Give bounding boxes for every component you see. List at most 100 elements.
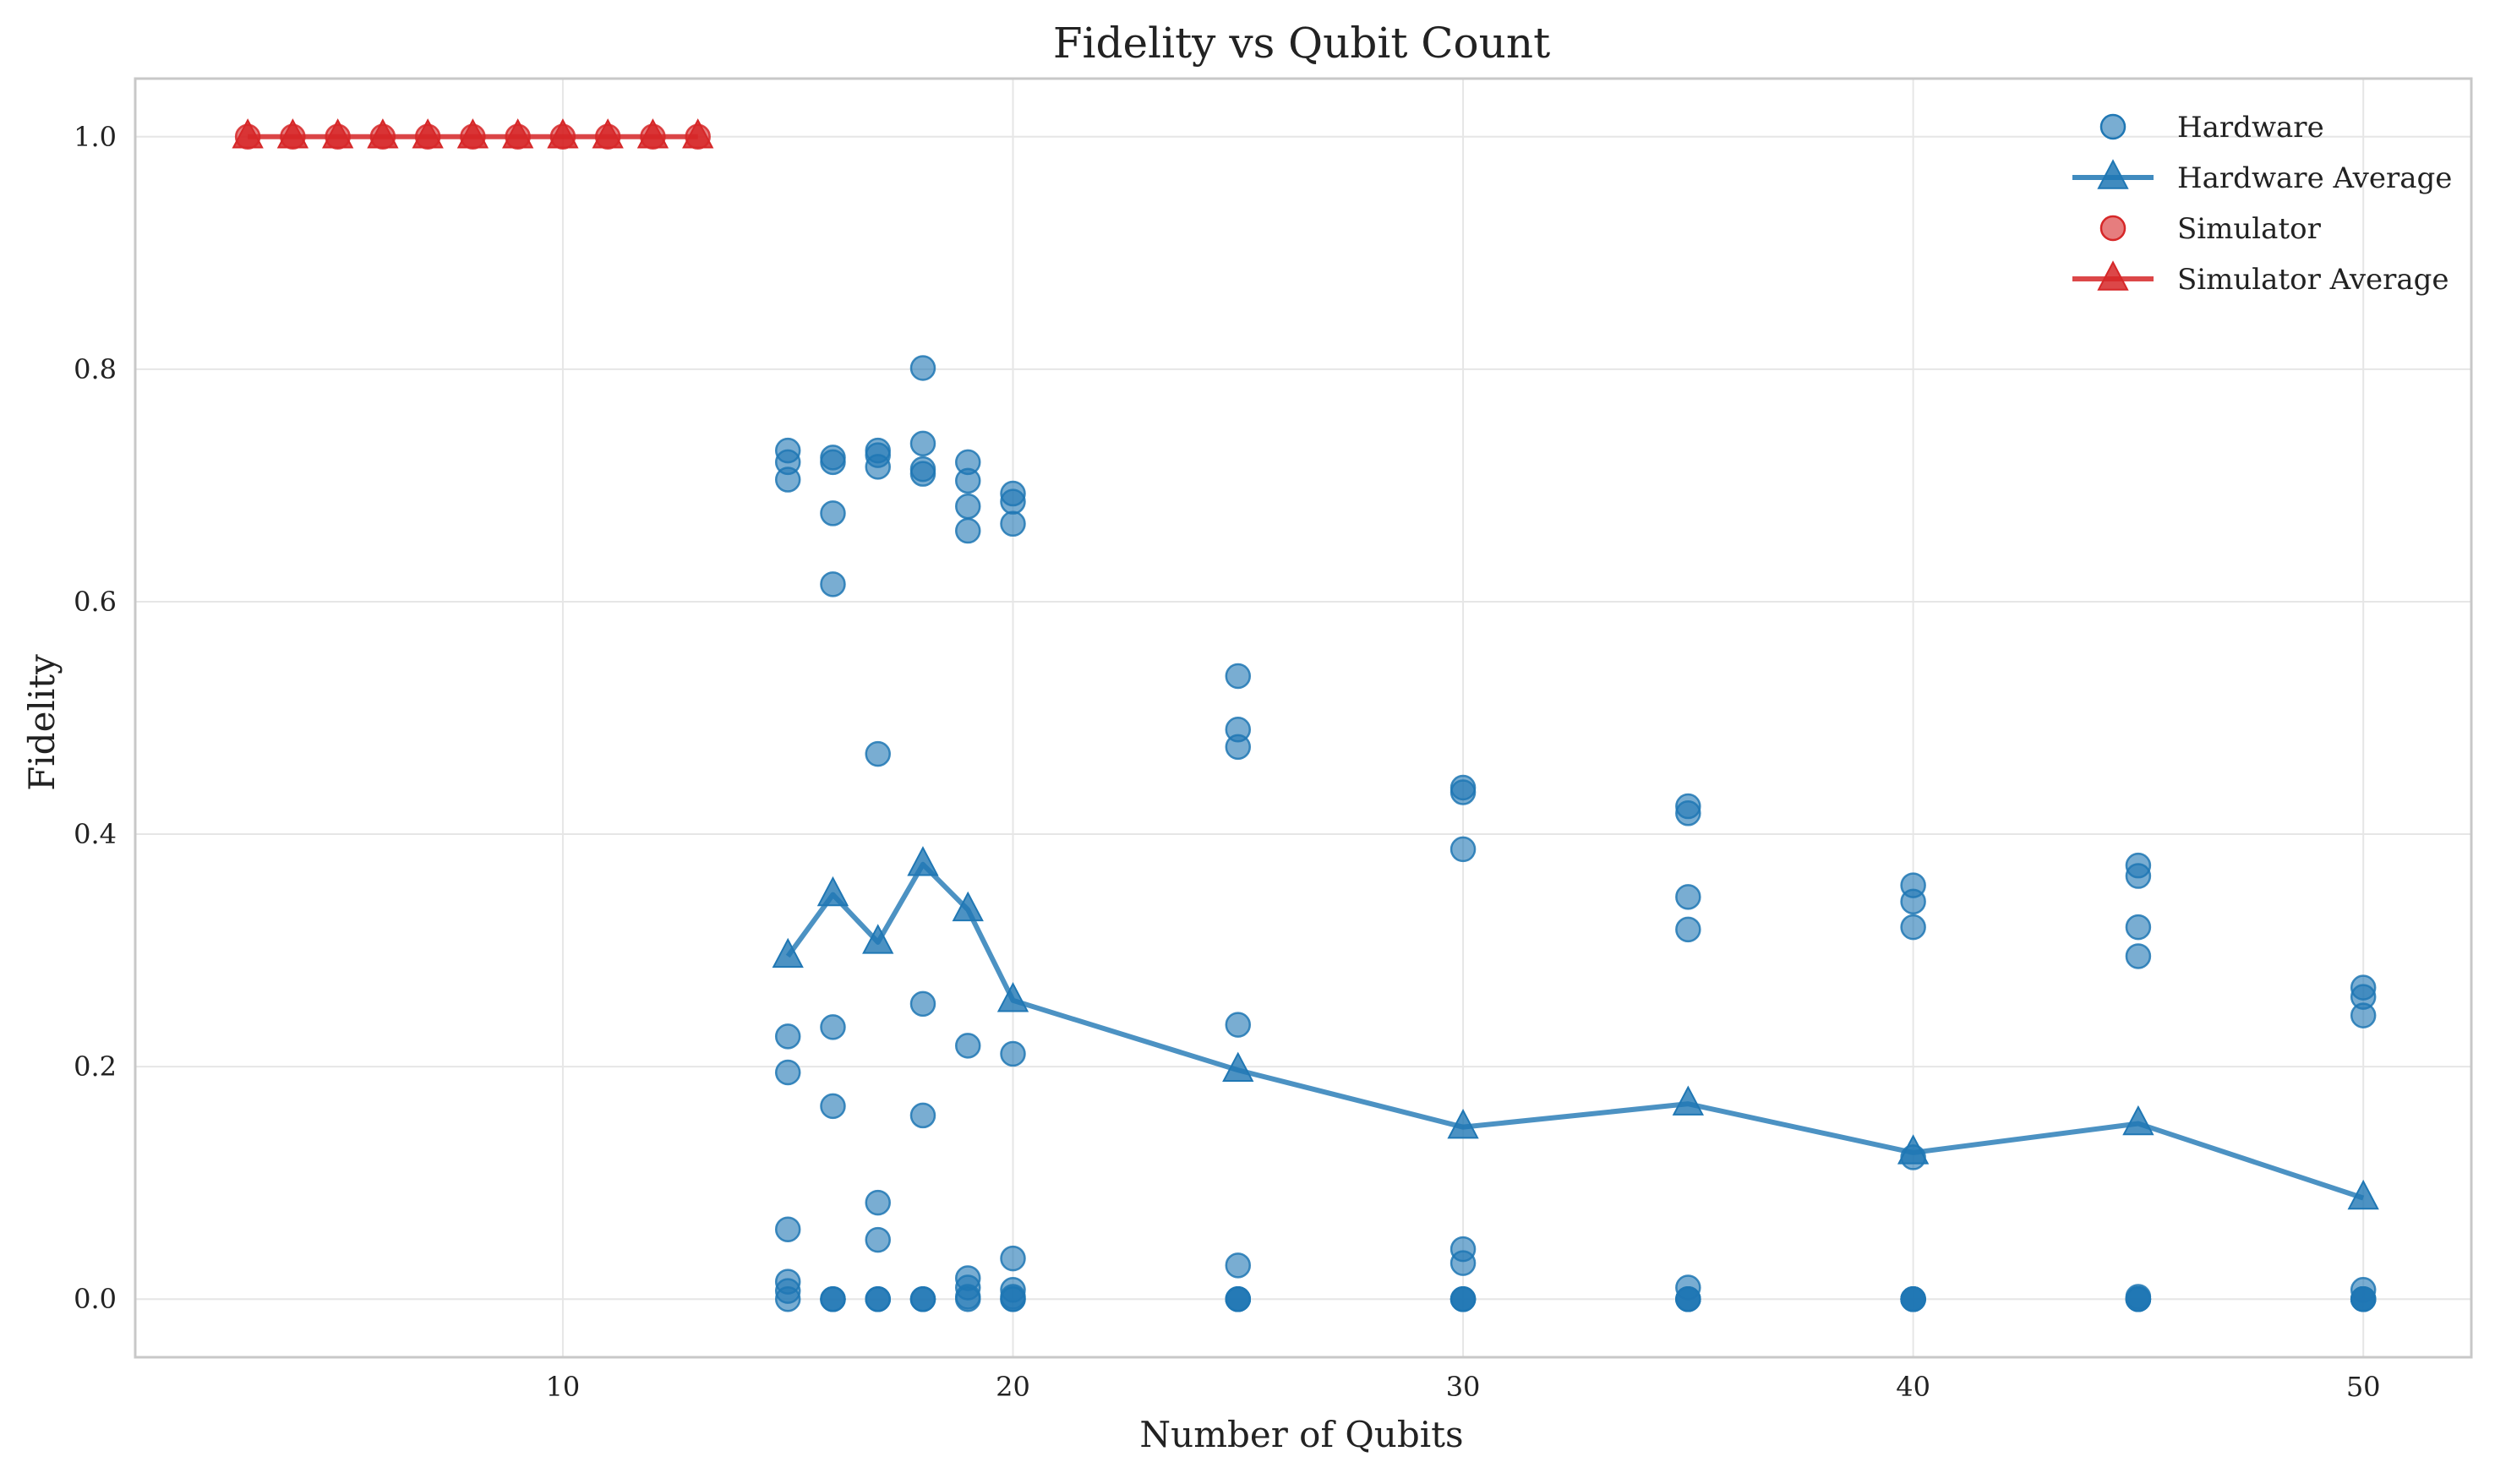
hardware-point bbox=[2125, 1285, 2152, 1312]
hardware-point bbox=[1900, 888, 1926, 915]
plot-frame bbox=[134, 77, 2473, 1359]
hardware-point bbox=[1000, 1245, 1026, 1272]
legend-item: Simulator Average bbox=[2072, 260, 2449, 297]
hardware-point bbox=[1675, 884, 1701, 910]
y-tick-label: 0.8 bbox=[74, 353, 117, 385]
simulator-average-marker bbox=[232, 118, 264, 149]
hardware-point bbox=[1225, 663, 1252, 690]
hardware-point bbox=[1225, 1252, 1252, 1279]
hardware-average-marker bbox=[907, 846, 939, 876]
hardware-average-marker bbox=[952, 891, 984, 922]
hardware-average-marker bbox=[862, 924, 894, 954]
legend-label: Simulator Average bbox=[2177, 263, 2449, 297]
hardware-point bbox=[954, 1285, 981, 1312]
simulator-average-marker bbox=[502, 118, 534, 149]
simulator-average-marker bbox=[276, 118, 309, 149]
legend-circle-swatch bbox=[2099, 215, 2126, 242]
simulator-average-marker bbox=[636, 118, 669, 149]
hardware-point bbox=[820, 500, 846, 526]
x-tick-label: 20 bbox=[996, 1371, 1030, 1403]
hardware-point bbox=[1450, 779, 1477, 805]
hardware-point bbox=[1450, 1285, 1477, 1312]
chart-title: Fidelity vs Qubit Count bbox=[1053, 19, 1550, 68]
legend-label: Hardware bbox=[2177, 111, 2324, 145]
tick-layer: 10 20 30 40 50 0.0 0.2 0.4 0.6 0.8 1.0 bbox=[74, 121, 2380, 1403]
hardware-point bbox=[820, 1014, 846, 1040]
hardware-point bbox=[2125, 863, 2152, 889]
hardware-average-marker bbox=[2347, 1179, 2379, 1210]
hardware-point bbox=[1450, 836, 1477, 863]
hardware-point bbox=[954, 467, 981, 494]
hardware-point bbox=[774, 1023, 801, 1050]
hardware-point bbox=[865, 740, 891, 767]
x-tick-label: 30 bbox=[1446, 1371, 1481, 1403]
hardware-point bbox=[1900, 914, 1926, 941]
series-layer bbox=[232, 118, 2379, 1312]
simulator-average-marker bbox=[682, 118, 714, 149]
hardware-point bbox=[774, 1285, 801, 1312]
hardware-point bbox=[1900, 1285, 1926, 1312]
legend-circle-swatch bbox=[2099, 113, 2126, 140]
y-tick-label: 0.0 bbox=[74, 1283, 117, 1315]
hardware-scatter-series bbox=[774, 355, 2377, 1312]
hardware-average-marker bbox=[1897, 1134, 1930, 1165]
simulator-average-marker bbox=[547, 118, 579, 149]
hardware-point bbox=[865, 1285, 891, 1312]
hardware-point bbox=[954, 493, 981, 520]
hardware-average-marker bbox=[772, 937, 804, 968]
hardware-point bbox=[820, 1285, 846, 1312]
hardware-point bbox=[865, 1189, 891, 1216]
hardware-average-line bbox=[785, 861, 2365, 1201]
legend-label: Simulator bbox=[2177, 212, 2322, 246]
hardware-point bbox=[2125, 914, 2152, 941]
simulator-average-marker bbox=[367, 118, 399, 149]
hardware-average-marker bbox=[996, 982, 1029, 1012]
x-tick-label: 40 bbox=[1896, 1371, 1930, 1403]
simulator-average-series bbox=[232, 118, 714, 149]
hardware-point bbox=[909, 355, 936, 381]
hardware-point bbox=[1675, 800, 1701, 827]
hardware-point bbox=[1675, 916, 1701, 943]
hardware-average-marker bbox=[1447, 1108, 1479, 1139]
hardware-average-marker bbox=[816, 876, 849, 907]
legend: Hardware Hardware Average Simulator Simulat… bbox=[2072, 111, 2452, 297]
hardware-point bbox=[774, 1216, 801, 1242]
legend-item: Simulator bbox=[2099, 212, 2322, 246]
hardware-average-marker bbox=[2122, 1105, 2154, 1136]
hardware-point bbox=[1225, 1012, 1252, 1038]
x-tick-label: 50 bbox=[2346, 1371, 2381, 1403]
legend-triangle-swatch bbox=[2097, 260, 2129, 291]
hardware-average-marker bbox=[1672, 1085, 1704, 1116]
hardware-point bbox=[1000, 488, 1026, 515]
hardware-point bbox=[1000, 1040, 1026, 1067]
hardware-point bbox=[2350, 1002, 2377, 1028]
y-axis-title: Fidelity bbox=[21, 654, 63, 791]
y-tick-label: 1.0 bbox=[74, 121, 117, 153]
hardware-point bbox=[1675, 1285, 1701, 1312]
hardware-point bbox=[909, 430, 936, 457]
simulator-average-marker bbox=[321, 118, 354, 149]
y-tick-label: 0.4 bbox=[74, 818, 117, 850]
hardware-point bbox=[2350, 1285, 2377, 1312]
hardware-point bbox=[865, 454, 891, 480]
hardware-point bbox=[909, 990, 936, 1018]
hardware-point bbox=[909, 1102, 936, 1129]
hardware-point bbox=[954, 1033, 981, 1059]
legend-triangle-swatch bbox=[2097, 159, 2129, 189]
hardware-point bbox=[1000, 1285, 1026, 1312]
hardware-point bbox=[1450, 1250, 1477, 1276]
x-tick-label: 10 bbox=[546, 1371, 581, 1403]
hardware-average-marker bbox=[1222, 1051, 1254, 1082]
hardware-point bbox=[1000, 510, 1026, 537]
simulator-average-marker bbox=[412, 118, 444, 149]
hardware-average-series bbox=[772, 846, 2379, 1210]
legend-item: Hardware bbox=[2099, 111, 2324, 145]
hardware-point bbox=[774, 466, 801, 493]
hardware-point bbox=[774, 1059, 801, 1086]
legend-item: Hardware Average bbox=[2072, 159, 2452, 195]
y-tick-label: 0.6 bbox=[74, 586, 117, 618]
x-axis-title: Number of Qubits bbox=[1139, 1414, 1463, 1455]
hardware-point bbox=[1225, 1285, 1252, 1312]
